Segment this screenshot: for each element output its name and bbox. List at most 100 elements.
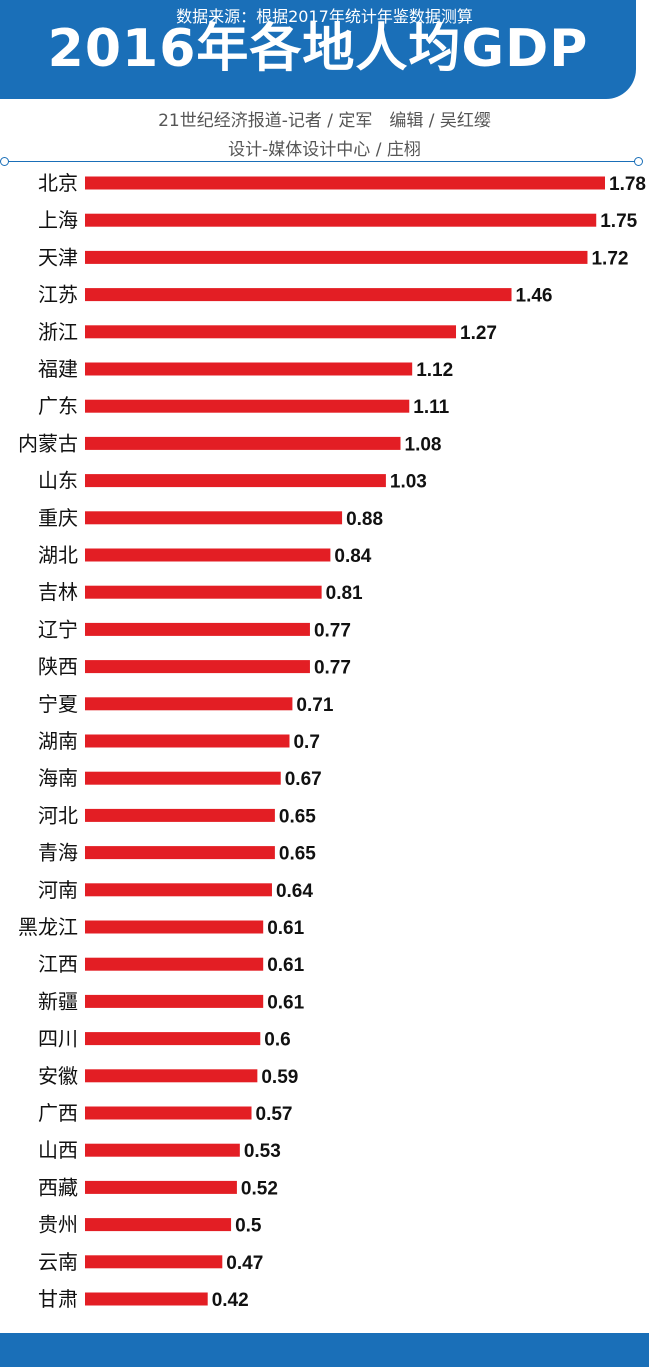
category-label: 云南 (38, 1250, 78, 1274)
category-label: 广东 (38, 394, 78, 418)
value-label: 0.77 (314, 658, 351, 679)
divider-dot-left (0, 157, 9, 166)
bar (85, 697, 293, 711)
value-label: 0.53 (244, 1141, 281, 1162)
category-label: 河南 (38, 878, 78, 902)
bar (85, 585, 322, 599)
category-label: 河北 (38, 803, 78, 827)
divider-line (6, 161, 636, 162)
bar (85, 957, 264, 971)
category-label: 山西 (38, 1138, 78, 1162)
value-label: 0.88 (346, 509, 383, 530)
bar (85, 1032, 261, 1046)
value-label: 1.75 (600, 211, 637, 232)
bar (85, 883, 272, 897)
category-label: 陕西 (38, 655, 78, 679)
category-label: 海南 (38, 766, 78, 790)
category-label: 山东 (38, 469, 78, 493)
value-label: 0.81 (326, 583, 363, 604)
bar (85, 1255, 223, 1269)
category-label: 湖南 (38, 729, 78, 753)
bar (85, 250, 588, 264)
value-label: 0.65 (279, 806, 316, 827)
credit-line-reporter: 21世纪经济报道-记者 / 定军 编辑 / 吴红缨 (158, 111, 491, 131)
category-label: 吉林 (38, 580, 78, 604)
bar (85, 399, 410, 413)
value-label: 0.6 (264, 1030, 290, 1051)
bar (85, 176, 605, 190)
value-label: 0.47 (226, 1253, 263, 1274)
divider-dot-right (634, 157, 643, 166)
category-label: 辽宁 (38, 617, 78, 641)
bar (85, 1143, 240, 1157)
category-label: 黑龙江 (18, 915, 78, 939)
bar (85, 213, 597, 227)
bar (85, 1180, 237, 1194)
category-label: 新疆 (38, 989, 78, 1013)
category-label: 浙江 (38, 320, 78, 344)
category-label: 天津 (38, 245, 78, 269)
value-label: 0.65 (279, 844, 316, 865)
bar (85, 325, 457, 339)
value-label: 1.46 (516, 286, 553, 307)
bar (85, 771, 281, 785)
value-label: 0.59 (261, 1067, 298, 1088)
category-label: 宁夏 (38, 692, 78, 716)
bar (85, 474, 386, 488)
category-label: 福建 (38, 357, 78, 381)
category-label: 四川 (38, 1027, 78, 1051)
value-label: 1.72 (591, 248, 628, 269)
data-source-note: 数据来源：根据2017年统计年鉴数据测算 (176, 7, 473, 26)
value-label: 0.67 (285, 769, 322, 790)
value-label: 0.64 (276, 881, 313, 902)
category-label: 广西 (38, 1101, 78, 1125)
category-label: 贵州 (38, 1213, 78, 1237)
value-label: 1.78 (609, 174, 646, 195)
category-label: 上海 (38, 208, 78, 232)
category-label: 安徽 (38, 1064, 78, 1088)
category-label: 内蒙古 (18, 431, 78, 455)
bar (85, 511, 343, 525)
category-label: 江苏 (38, 283, 78, 307)
value-label: 0.71 (296, 695, 333, 716)
value-label: 0.61 (267, 918, 304, 939)
value-label: 0.52 (241, 1178, 278, 1199)
category-label: 西藏 (38, 1175, 78, 1199)
bar-chart: 北京 1.78 上海 1.75 天津 1.72 江苏 1.46 浙江 1.27 福建 1.12 广东 1.… (18, 171, 646, 1311)
value-label: 0.42 (212, 1290, 249, 1311)
value-label: 1.03 (390, 472, 427, 493)
category-label: 重庆 (38, 506, 78, 530)
bar (85, 436, 401, 450)
category-label: 北京 (38, 171, 78, 195)
value-label: 1.11 (413, 397, 449, 418)
title-banner (0, 0, 636, 99)
credit-line-design: 设计-媒体设计中心 / 庄栩 (228, 140, 421, 160)
category-label: 甘肃 (38, 1287, 78, 1311)
value-label: 0.84 (334, 546, 371, 567)
bar (85, 808, 275, 822)
value-label: 0.7 (293, 732, 319, 753)
bar (85, 548, 331, 562)
bar (85, 1292, 208, 1306)
category-label: 湖北 (38, 543, 78, 567)
value-label: 0.61 (267, 992, 304, 1013)
bar (85, 994, 264, 1008)
bar (85, 622, 310, 636)
category-label: 青海 (38, 841, 78, 865)
value-label: 0.77 (314, 620, 351, 641)
bar (85, 1106, 252, 1120)
chart-title: 2016年各地人均GDP (47, 19, 589, 79)
value-label: 0.5 (235, 1216, 262, 1237)
bar (85, 288, 512, 302)
bar (85, 920, 264, 934)
bar (85, 846, 275, 860)
category-label: 江西 (38, 952, 78, 976)
footer-band (0, 1333, 649, 1367)
value-label: 0.57 (256, 1104, 293, 1125)
value-label: 1.12 (416, 360, 453, 381)
bar (85, 1069, 258, 1083)
bar (85, 1218, 232, 1232)
bar (85, 734, 290, 748)
value-label: 1.27 (460, 323, 497, 344)
bar (85, 660, 310, 674)
